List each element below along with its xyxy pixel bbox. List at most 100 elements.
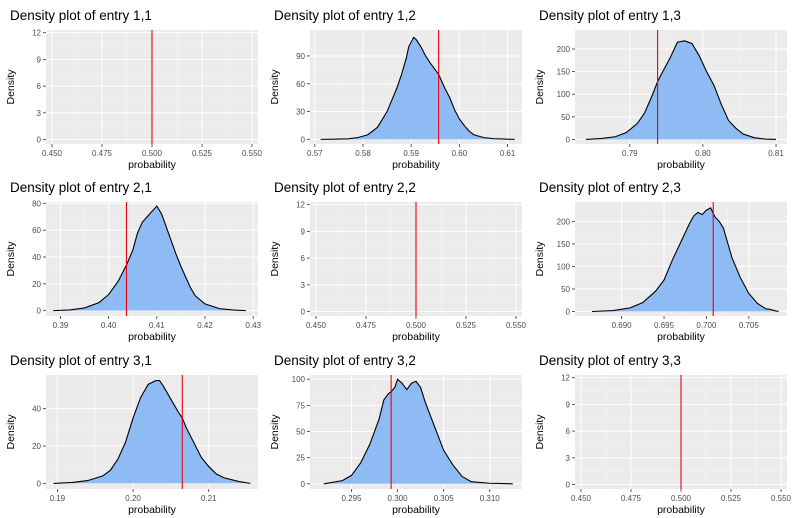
density-curve	[591, 207, 779, 313]
density-fill	[53, 206, 246, 311]
density-panel: Density plot of entry 2,2 0.450 0.475 0.500…	[264, 172, 528, 344]
y-tick-label: 3	[301, 281, 306, 290]
y-axis-title: Density	[269, 241, 281, 277]
panel-title: Density plot of entry 2,2	[274, 180, 416, 195]
density-chart: 0.450 0.475 0.500 0.525 0.550 0 3 6 9 12 probabili…	[534, 374, 792, 516]
x-tick-label: 0.60	[452, 149, 468, 158]
y-tick-label: 0	[566, 307, 571, 316]
y-tick-label: 50	[296, 427, 305, 436]
y-tick-label: 0	[37, 479, 42, 488]
y-tick-label: 40	[32, 253, 41, 262]
panel-title: Density plot of entry 1,1	[10, 8, 152, 23]
x-tick-label: 0.475	[356, 321, 377, 330]
density-fill	[585, 40, 777, 140]
y-tick-label: 0	[566, 135, 571, 144]
y-tick-label: 3	[37, 109, 42, 118]
y-tick-label: 75	[296, 401, 305, 410]
panel-title: Density plot of entry 2,1	[10, 180, 152, 195]
density-chart: 0.79 0.80 0.81 0 50 100 150 200 probability Densi…	[534, 30, 787, 171]
y-tick-label: 9	[566, 400, 571, 409]
y-tick-label: 200	[557, 217, 571, 226]
y-tick-label: 150	[557, 240, 571, 249]
x-tick-label: 0.20	[125, 494, 141, 503]
y-tick-label: 80	[32, 199, 41, 208]
x-tick-label: 0.705	[739, 321, 760, 330]
x-tick-label: 0.57	[307, 149, 323, 158]
y-tick-label: 20	[32, 280, 41, 289]
x-tick-label: 0.525	[456, 321, 477, 330]
x-tick-label: 0.79	[622, 149, 638, 158]
x-axis-title: probability	[657, 331, 706, 343]
panel-title: Density plot of entry 3,2	[274, 353, 416, 368]
x-axis-title: probability	[128, 159, 177, 171]
x-tick-label: 0.475	[92, 149, 113, 158]
density-chart: 0.57 0.58 0.59 0.60 0.61 0 30 60 90 probability De…	[269, 30, 522, 171]
y-tick-label: 9	[301, 227, 306, 236]
x-axis-title: probability	[392, 504, 441, 516]
y-tick-label: 100	[292, 375, 306, 384]
x-axis-title: probability	[128, 331, 177, 343]
density-panel: Density plot of entry 2,3 0.690 0.695 0.700…	[529, 172, 793, 344]
y-tick-label: 9	[37, 55, 42, 64]
y-tick-label: 0	[566, 481, 571, 490]
x-tick-label: 0.450	[306, 321, 327, 330]
density-panel: Density plot of entry 1,2 0.57 0.58 0.59 0.6…	[264, 0, 528, 172]
y-tick-label: 150	[557, 68, 571, 77]
density-chart: 0.450 0.475 0.500 0.525 0.550 0 3 6 9 12 probabili…	[269, 201, 527, 343]
density-chart: 0.39 0.40 0.41 0.42 0.43 0 20 40 60 80 probability…	[5, 199, 262, 343]
density-panel: Density plot of entry 1,3 0.79 0.80 0.81 0 50…	[529, 0, 793, 172]
panel-title: Density plot of entry 1,2	[274, 8, 416, 23]
x-tick-label: 0.550	[242, 149, 263, 158]
y-tick-label: 50	[561, 285, 570, 294]
y-tick-label: 6	[566, 427, 571, 436]
y-tick-label: 0	[37, 307, 42, 316]
x-tick-label: 0.41	[149, 321, 165, 330]
density-fill	[323, 379, 513, 484]
x-tick-label: 0.295	[341, 494, 362, 503]
x-tick-label: 0.40	[101, 321, 117, 330]
y-tick-label: 12	[296, 201, 305, 210]
y-tick-label: 200	[557, 45, 571, 54]
density-curve	[323, 378, 513, 485]
x-tick-label: 0.525	[192, 149, 213, 158]
y-tick-label: 100	[557, 90, 571, 99]
x-tick-label: 0.42	[197, 321, 213, 330]
y-tick-label: 25	[296, 454, 305, 463]
density-panel: Density plot of entry 1,1 0.450 0.475 0.500…	[0, 0, 264, 172]
x-axis-title: probability	[657, 159, 706, 171]
panel-title: Density plot of entry 3,1	[10, 353, 152, 368]
density-chart: 0.450 0.475 0.500 0.525 0.550 0 3 6 9 12 probabili…	[5, 29, 263, 171]
x-tick-label: 0.300	[388, 494, 409, 503]
x-tick-label: 0.58	[355, 149, 371, 158]
density-chart: 0.295 0.300 0.305 0.310 0 25 50 75 100 probabilit…	[269, 375, 522, 516]
y-tick-label: 0	[301, 480, 306, 489]
x-tick-label: 0.80	[695, 149, 711, 158]
x-tick-label: 0.550	[506, 321, 527, 330]
density-curve	[53, 380, 251, 484]
density-chart: 0.690 0.695 0.700 0.705 0 50 100 150 200 probabil…	[534, 202, 787, 343]
y-tick-label: 0	[301, 308, 306, 317]
x-tick-label: 0.39	[53, 321, 69, 330]
density-curve	[53, 205, 246, 312]
x-tick-label: 0.700	[696, 321, 717, 330]
x-axis-title: probability	[128, 504, 177, 516]
y-tick-label: 90	[296, 52, 305, 61]
x-tick-label: 0.310	[480, 494, 501, 503]
y-tick-label: 6	[301, 254, 306, 263]
y-tick-label: 0	[301, 135, 306, 144]
x-tick-label: 0.550	[771, 494, 792, 503]
density-panel: Density plot of entry 2,1 0.39 0.40 0.41 0.4…	[0, 172, 264, 344]
x-tick-label: 0.690	[612, 321, 633, 330]
y-axis-title: Density	[534, 414, 546, 450]
density-panel: Density plot of entry 3,1 0.19 0.20 0.21 0 20…	[0, 345, 264, 517]
y-tick-label: 20	[32, 442, 41, 451]
y-axis-title: Density	[5, 69, 17, 105]
x-tick-label: 0.525	[721, 494, 742, 503]
x-tick-label: 0.81	[768, 149, 784, 158]
y-tick-label: 60	[296, 80, 305, 89]
x-tick-label: 0.21	[201, 494, 217, 503]
x-tick-label: 0.500	[406, 321, 427, 330]
y-tick-label: 100	[557, 262, 571, 271]
y-tick-label: 40	[32, 405, 41, 414]
x-tick-label: 0.43	[245, 321, 261, 330]
